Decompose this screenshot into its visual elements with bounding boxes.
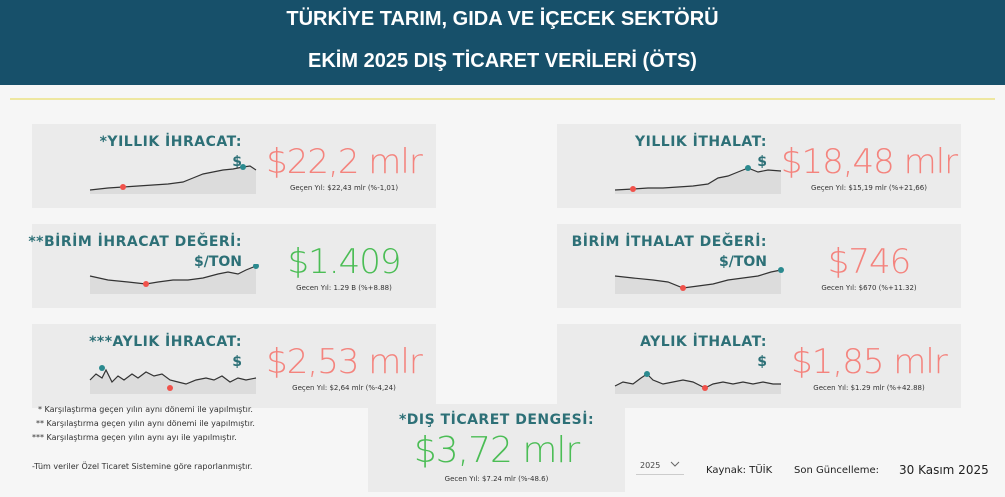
kpi-value: $22,2 mlr: [266, 142, 423, 182]
sparkline-low: [630, 186, 636, 192]
sparkline-line: [614, 167, 782, 191]
kpi-value: $2,53 mlr: [266, 342, 423, 382]
kpi-unit: $: [232, 154, 242, 170]
kpi-card: AYLIK İTHALAT: $ $1,85 mlr Gecen Yıl: $1.29…: [557, 324, 961, 408]
sparkline-low: [680, 285, 686, 291]
kpi-value: $1.409: [287, 242, 402, 282]
kpi-label: ***AYLIK İHRACAT:: [89, 334, 242, 350]
sparkline-high: [644, 371, 650, 377]
sparkline-low: [702, 385, 708, 391]
sparkline-area: [615, 168, 781, 194]
title-line: EKİM 2025 DIŞ TİCARET VERİLERİ (ÖTS): [308, 50, 697, 72]
sparkline-line: [89, 368, 257, 385]
kpi-comparison: Geçen Yıl: $2,64 mlr (%-4,24): [292, 384, 396, 392]
kpi-comparison: Geçen Yıl: $15,19 mlr (%+21,66): [811, 184, 927, 192]
sparkline-low: [120, 184, 126, 190]
sparkline: [614, 267, 784, 294]
sparkline-area: [90, 166, 256, 194]
kpi-card: ***AYLIK İHRACAT: $ $2,53 mlr Geçen Yıl: $2…: [32, 324, 436, 408]
year-dropdown[interactable]: 2025: [636, 456, 684, 475]
sparkline-line: [89, 265, 257, 285]
kpi-value: $746: [827, 242, 912, 282]
kpi-label: **BİRİM İHRACAT DEĞERİ:: [28, 234, 242, 250]
sparkline-area: [615, 374, 781, 394]
year-value: 2025: [640, 461, 661, 470]
footnote: *** Karşılaştırma geçen yılın aynı ayı i…: [32, 433, 237, 442]
sparkline-low: [143, 281, 149, 287]
kpi-card: YILLIK İTHALAT: $ $18,48 mlr Geçen Yıl: $15…: [557, 124, 961, 208]
kpi-card: **BİRİM İHRACAT DEĞERİ: $/TON $1.409 Gecen …: [28, 224, 436, 308]
kpi-unit: $/TON: [193, 254, 242, 270]
footnote: -Tüm veriler Özel Ticaret Sistemine göre…: [32, 462, 253, 471]
kpi-unit: $: [757, 154, 767, 170]
sparkline-line: [614, 269, 782, 289]
sparkline-line: [614, 373, 781, 389]
title-line: TÜRKİYE TARIM, GIDA VE İÇECEK SEKTÖRÜ: [286, 8, 719, 30]
updated-label: Son Güncelleme:: [794, 465, 880, 476]
header: TÜRKİYE TARIM, GIDA VE İÇECEK SEKTÖRÜ EK…: [0, 0, 1005, 85]
balance-label: *DIŞ TİCARET DENGESİ:: [398, 412, 595, 428]
kpi-comparison: Gecen Yıl: $670 (%+11.32): [821, 284, 917, 292]
kpi-comparison: Gecen Yıl: 1.29 B (%+8.88): [296, 284, 392, 292]
sparkline-area: [615, 270, 781, 294]
kpi-card: *YILLIK İHRACAT: $ $22,2 mlr Geçen Yıl: $22…: [32, 124, 436, 208]
balance-comparison: Gecen Yıl: $7.24 mlr (%-48.6): [444, 475, 549, 483]
sparkline: [89, 365, 257, 394]
kpi-label: AYLIK İTHALAT:: [640, 334, 767, 350]
kpi-comparison: Geçen Yıl: $22,43 mlr (%-1,01): [289, 184, 399, 192]
footnote: * Karşılaştırma geçen yılın aynı dönemi …: [38, 405, 253, 414]
sparkline: [614, 165, 782, 194]
sparkline: [89, 264, 259, 294]
kpi-label: *YILLIK İHRACAT:: [99, 134, 242, 150]
sparkline: [89, 164, 257, 194]
sparkline-high: [253, 264, 259, 269]
kpi-label: YILLIK İTHALAT:: [635, 134, 767, 150]
kpi-card: BİRİM İTHALAT DEĞERİ: $/TON $746 Gecen Yıl:…: [557, 224, 961, 308]
kpi-unit: $/TON: [718, 254, 767, 270]
source: Kaynak: TÜİK: [706, 465, 773, 476]
kpi-value: $1,85 mlr: [791, 342, 948, 382]
sparkline-high: [99, 365, 105, 371]
sparkline-high: [240, 164, 246, 170]
sparkline: [614, 371, 781, 394]
kpi-comparison: Gecen Yıl: $1.29 mlr (%+42.88): [813, 384, 925, 392]
balance-value: $3,72 mlr: [413, 430, 580, 471]
footnote: ** Karşılaştırma geçen yılın aynı dönemi…: [36, 419, 255, 428]
sparkline-line: [89, 165, 257, 191]
kpi-unit: $: [232, 354, 242, 370]
chevron: [670, 461, 680, 467]
sparkline-low: [167, 385, 173, 391]
updated-date: 30 Kasım 2025: [899, 463, 989, 477]
sparkline-high: [745, 165, 751, 171]
kpi-value: $18,48 mlr: [780, 142, 958, 182]
kpi-label: BİRİM İTHALAT DEĞERİ:: [571, 234, 767, 250]
sparkline-high: [778, 267, 784, 273]
divider: [10, 98, 995, 100]
balance-card: *DIŞ TİCARET DENGESİ: $3,72 mlr Gecen Yı…: [368, 404, 625, 492]
kpi-unit: $: [757, 354, 767, 370]
sparkline-area: [90, 370, 256, 394]
